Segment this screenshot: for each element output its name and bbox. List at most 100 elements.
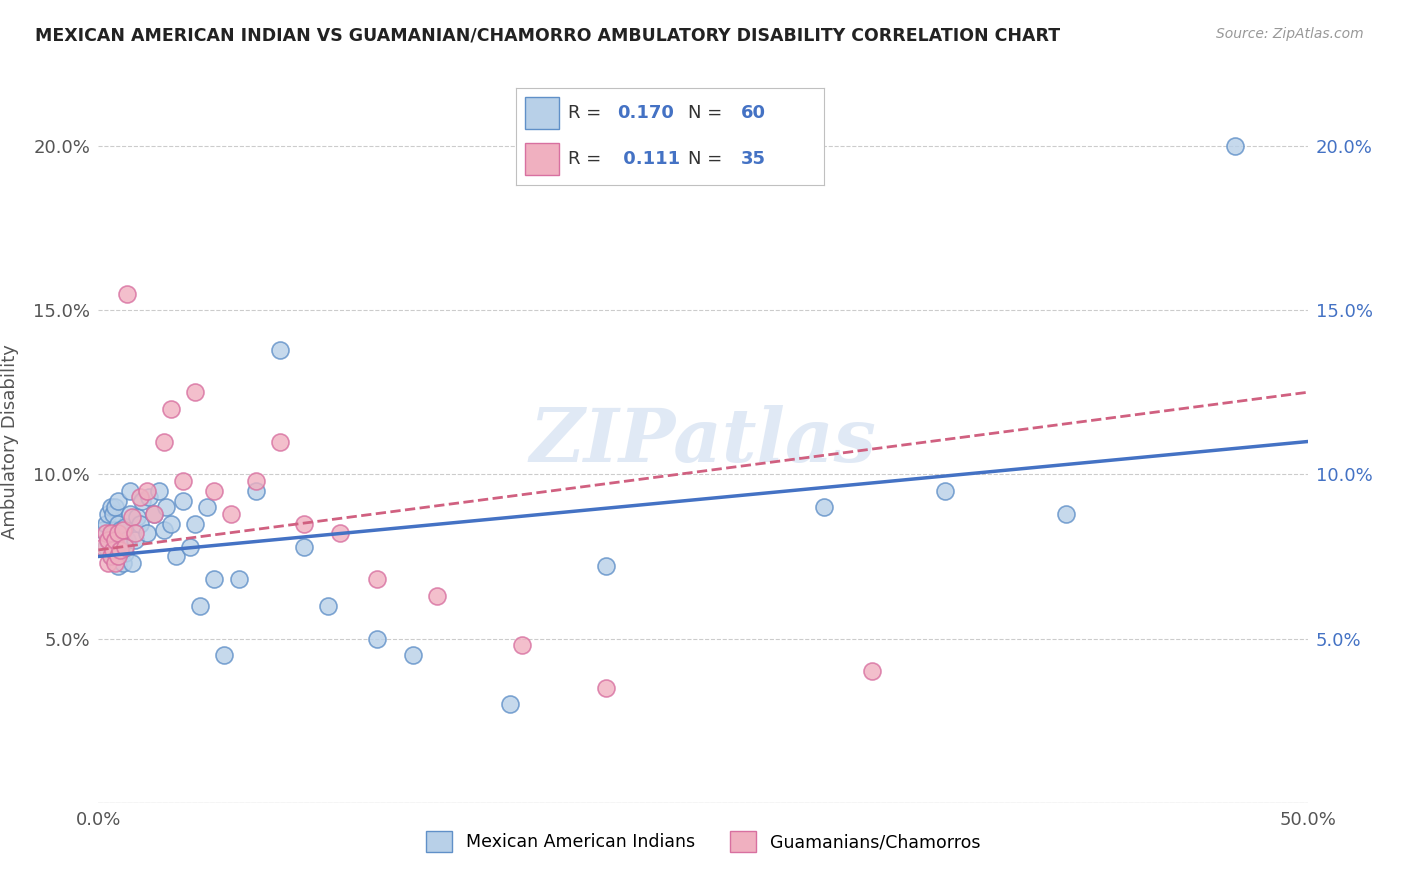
Point	[1054, 507, 1077, 521]
Text: ZIPatlas: ZIPatlas	[530, 405, 876, 478]
Point	[498, 698, 520, 712]
Point	[204, 573, 226, 587]
Point	[595, 681, 617, 695]
Point	[402, 648, 425, 662]
Y-axis label: Ambulatory Disability: Ambulatory Disability	[1, 344, 20, 539]
Point	[195, 500, 218, 515]
Point	[91, 540, 114, 554]
Point	[101, 549, 124, 564]
Point	[245, 474, 267, 488]
Point	[179, 540, 201, 554]
Point	[107, 549, 129, 564]
Point	[104, 542, 127, 557]
Point	[128, 516, 150, 531]
Point	[121, 510, 143, 524]
Point	[292, 516, 315, 531]
Point	[97, 507, 120, 521]
Point	[160, 516, 183, 531]
Point	[184, 385, 207, 400]
Point	[107, 493, 129, 508]
Point	[104, 556, 127, 570]
Legend: Mexican American Indians, Guamanians/Chamorros: Mexican American Indians, Guamanians/Cha…	[419, 824, 987, 859]
Point	[100, 526, 122, 541]
Point	[160, 401, 183, 416]
Point	[107, 526, 129, 541]
Point	[595, 559, 617, 574]
Text: Source: ZipAtlas.com: Source: ZipAtlas.com	[1216, 27, 1364, 41]
Point	[114, 540, 136, 554]
Point	[100, 549, 122, 564]
Point	[108, 542, 131, 557]
Point	[934, 483, 956, 498]
Point	[135, 526, 157, 541]
Point	[94, 516, 117, 531]
Point	[138, 491, 160, 505]
Point	[316, 599, 339, 613]
Point	[121, 556, 143, 570]
Point	[100, 500, 122, 515]
Point	[104, 500, 127, 515]
Point	[165, 549, 187, 564]
Point	[101, 507, 124, 521]
Point	[269, 434, 291, 449]
Point	[292, 540, 315, 554]
Point	[114, 546, 136, 560]
Point	[111, 533, 134, 547]
Point	[426, 589, 449, 603]
Point	[510, 638, 533, 652]
Point	[143, 507, 166, 521]
Point	[127, 510, 149, 524]
Point	[1223, 139, 1246, 153]
Point	[97, 533, 120, 547]
Point	[104, 523, 127, 537]
Point	[118, 507, 141, 521]
Point	[212, 648, 235, 662]
Point	[117, 533, 139, 547]
Point	[108, 542, 131, 557]
Point	[91, 523, 114, 537]
Point	[101, 526, 124, 541]
Point	[124, 526, 146, 541]
Point	[97, 556, 120, 570]
Point	[107, 559, 129, 574]
Point	[100, 526, 122, 541]
Point	[100, 549, 122, 564]
Point	[172, 474, 194, 488]
Point	[366, 632, 388, 646]
Point	[152, 434, 174, 449]
Point	[366, 573, 388, 587]
Point	[101, 542, 124, 557]
Point	[135, 483, 157, 498]
Point	[221, 507, 243, 521]
Point	[124, 533, 146, 547]
Point	[107, 516, 129, 531]
Point	[131, 493, 153, 508]
Point	[245, 483, 267, 498]
Point	[143, 507, 166, 521]
Point	[148, 483, 170, 498]
Point	[107, 536, 129, 550]
Point	[111, 556, 134, 570]
Point	[118, 483, 141, 498]
Point	[97, 533, 120, 547]
Point	[813, 500, 835, 515]
Point	[94, 540, 117, 554]
Point	[860, 665, 883, 679]
Point	[117, 286, 139, 301]
Point	[329, 526, 352, 541]
Point	[111, 523, 134, 537]
Point	[94, 526, 117, 541]
Point	[128, 491, 150, 505]
Point	[108, 523, 131, 537]
Point	[204, 483, 226, 498]
Point	[104, 533, 127, 547]
Point	[228, 573, 250, 587]
Text: MEXICAN AMERICAN INDIAN VS GUAMANIAN/CHAMORRO AMBULATORY DISABILITY CORRELATION : MEXICAN AMERICAN INDIAN VS GUAMANIAN/CHA…	[35, 27, 1060, 45]
Point	[269, 343, 291, 357]
Point	[188, 599, 211, 613]
Point	[172, 493, 194, 508]
Point	[114, 520, 136, 534]
Point	[152, 523, 174, 537]
Point	[155, 500, 177, 515]
Point	[184, 516, 207, 531]
